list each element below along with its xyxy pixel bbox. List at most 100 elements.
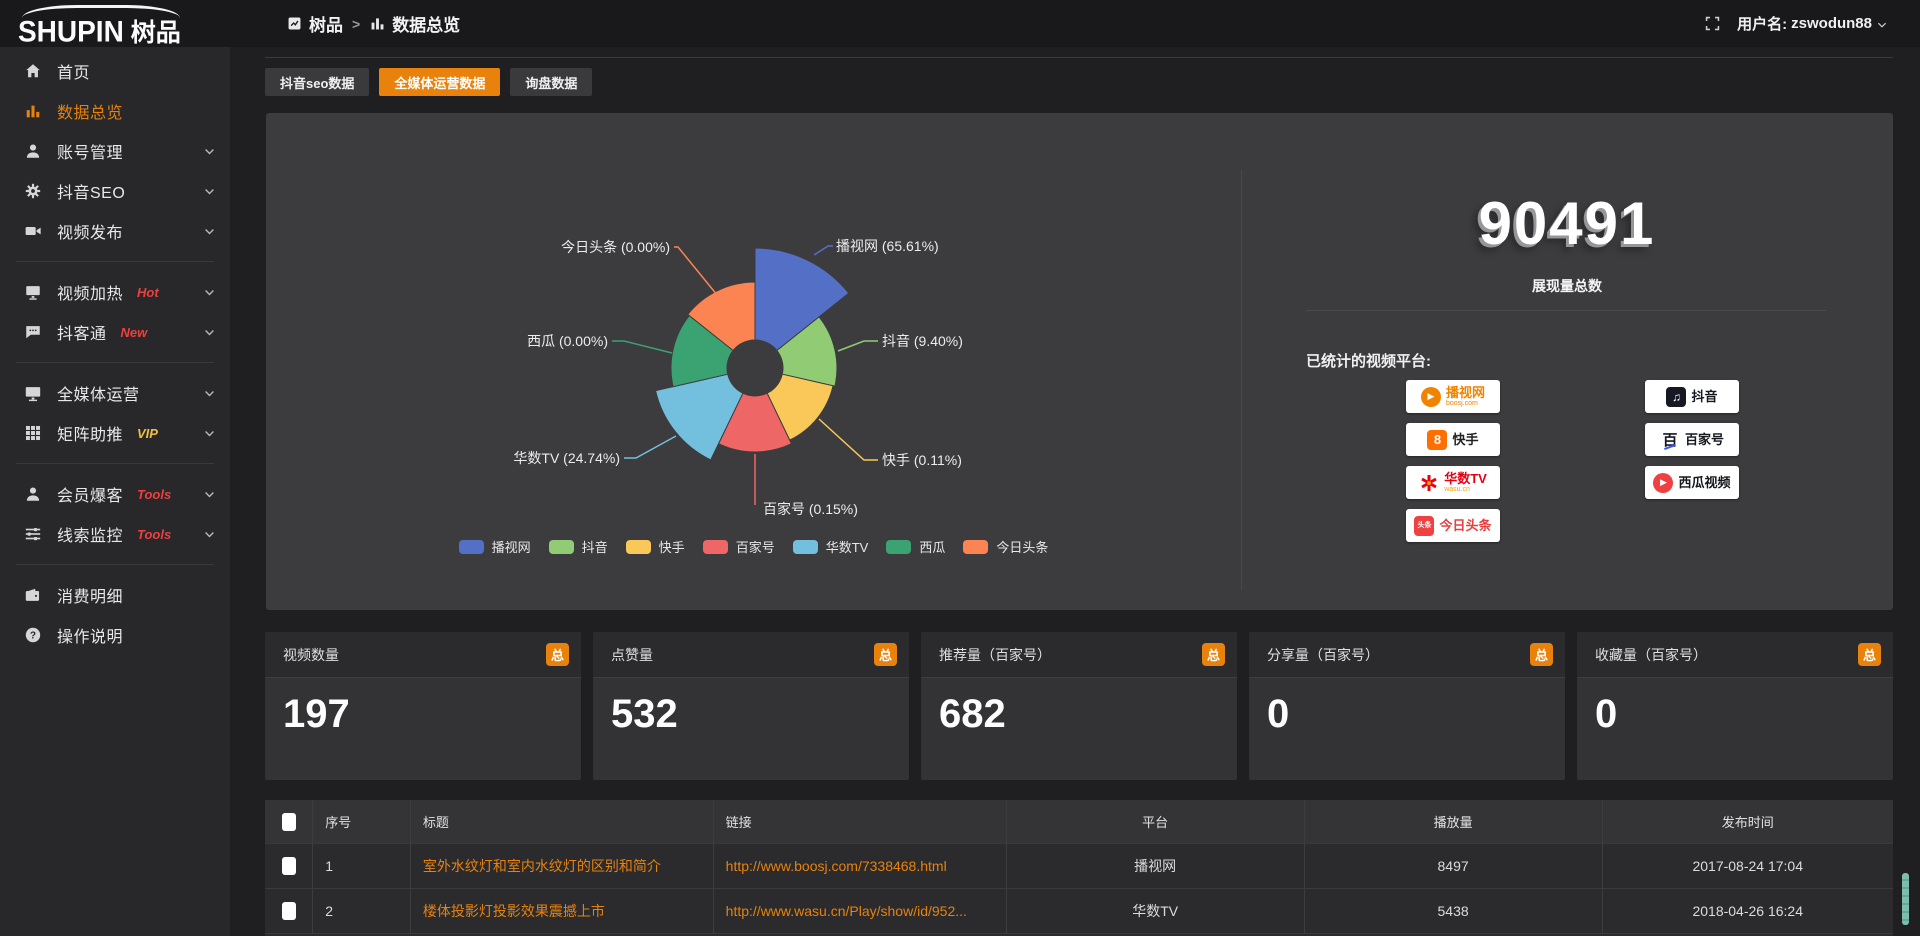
cell-title-link[interactable]: 室外水纹灯和室内水纹灯的区别和简介 bbox=[409, 844, 713, 888]
legend-label: 快手 bbox=[658, 540, 685, 555]
breadcrumb-item-current[interactable]: 数据总览 bbox=[369, 11, 460, 36]
member-icon bbox=[24, 485, 42, 503]
chevron-down-icon bbox=[203, 326, 216, 339]
edge-widget[interactable] bbox=[1902, 873, 1909, 925]
legend-item-今日头条[interactable]: 今日头条 bbox=[963, 537, 1048, 556]
sidebar-item-数据总览[interactable]: 数据总览 bbox=[0, 91, 230, 131]
douyin-logo: ♫ bbox=[1666, 386, 1687, 407]
tab-询盘数据[interactable]: 询盘数据 bbox=[510, 68, 593, 96]
cell-platform: 华数TV bbox=[1005, 889, 1304, 933]
legend-item-西瓜[interactable]: 西瓜 bbox=[886, 537, 945, 556]
sidebar: 首页 数据总览 账号管理 抖音SEO 视频发布 视频加热 Hot bbox=[0, 47, 230, 936]
pie-slice-西瓜[interactable] bbox=[670, 314, 734, 388]
legend-swatch bbox=[792, 539, 818, 554]
breadcrumb-label: 数据总览 bbox=[392, 16, 461, 35]
home-icon bbox=[24, 62, 42, 80]
pie-slice-百家号[interactable] bbox=[717, 392, 793, 453]
sidebar-item-抖音SEO[interactable]: 抖音SEO bbox=[0, 171, 230, 211]
stat-card-分享量（百家号）: 分享量（百家号） 总 0 bbox=[1249, 632, 1565, 780]
row-checkbox[interactable] bbox=[281, 857, 296, 875]
bar-chart-icon bbox=[369, 15, 386, 32]
sidebar-item-label: 线索监控 bbox=[57, 528, 124, 545]
sidebar-item-视频发布[interactable]: 视频发布 bbox=[0, 211, 230, 251]
stat-card-total-badge[interactable]: 总 bbox=[1530, 643, 1553, 666]
col-header-title: 标题 bbox=[409, 800, 713, 843]
stat-card-total-badge[interactable]: 总 bbox=[546, 643, 569, 666]
sidebar-item-label: 视频加热 bbox=[57, 286, 124, 303]
fullscreen-icon[interactable] bbox=[1704, 15, 1721, 32]
pie-label-line bbox=[674, 246, 723, 302]
pie-label-华数TV: 华数TV (24.74%) bbox=[513, 450, 620, 466]
cell-url-link[interactable]: http://www.boosj.com/7338468.html bbox=[712, 844, 1006, 888]
stat-card-点赞量: 点赞量 总 532 bbox=[593, 632, 909, 780]
platform-name: 快手 bbox=[1452, 431, 1479, 447]
table-row-partial bbox=[265, 933, 1893, 936]
stat-card-total-badge[interactable]: 总 bbox=[1202, 643, 1225, 666]
stat-card-total-badge[interactable]: 总 bbox=[1858, 643, 1881, 666]
legend-item-抖音[interactable]: 抖音 bbox=[548, 537, 608, 556]
panel-vertical-divider bbox=[1241, 170, 1242, 590]
sidebar-item-首页[interactable]: 首页 bbox=[0, 51, 230, 91]
pie-label-line bbox=[612, 340, 673, 354]
sidebar-item-label: 操作说明 bbox=[57, 629, 124, 646]
sidebar-item-label: 视频发布 bbox=[57, 225, 124, 242]
total-impressions-label: 展现量总数 bbox=[1532, 278, 1602, 294]
tab-全媒体运营数据[interactable]: 全媒体运营数据 bbox=[379, 68, 501, 96]
sliders-icon bbox=[24, 525, 42, 543]
tab-抖音seo数据[interactable]: 抖音seo数据 bbox=[265, 68, 370, 96]
pie-label-快手: 快手 (0.11%) bbox=[882, 452, 962, 468]
sidebar-item-全媒体运营[interactable]: 全媒体运营 bbox=[0, 373, 230, 413]
legend-item-快手[interactable]: 快手 bbox=[625, 537, 685, 556]
platform-name: 播视网 bbox=[1445, 385, 1485, 400]
sidebar-item-消费明细[interactable]: 消费明细 bbox=[0, 575, 230, 615]
platform-column-1: ▶ 播视网 boosj.com 8 快手 华数TV wasu.cn 头条 今日头… bbox=[1406, 380, 1500, 542]
stat-card-total-badge[interactable]: 总 bbox=[874, 643, 897, 666]
select-all-checkbox[interactable] bbox=[281, 812, 296, 831]
pie-slice-抖音[interactable] bbox=[776, 316, 838, 387]
sidebar-item-操作说明[interactable]: ? 操作说明 bbox=[0, 615, 230, 655]
platform-name: 今日头条 bbox=[1439, 517, 1492, 533]
sidebar-item-账号管理[interactable]: 账号管理 bbox=[0, 131, 230, 171]
legend-label: 抖音 bbox=[581, 540, 608, 555]
user-menu[interactable]: 用户名: zswodun88 bbox=[1737, 13, 1888, 34]
platform-column-2: ♫ 抖音 百 百家号 ▶ 西瓜视频 bbox=[1645, 380, 1739, 499]
cell-title-link[interactable]: 楼体投影灯投影效果震撼上市 bbox=[409, 889, 713, 933]
sidebar-item-label: 抖客通 bbox=[57, 326, 107, 343]
pie-slice-今日头条[interactable] bbox=[687, 281, 756, 352]
legend-label: 西瓜 bbox=[919, 540, 946, 555]
sidebar-item-tag: VIP bbox=[137, 425, 158, 441]
platform-name: 抖音 bbox=[1691, 388, 1718, 404]
chevron-down-icon bbox=[203, 145, 216, 158]
sidebar-item-线索监控[interactable]: 线索监控 Tools bbox=[0, 514, 230, 554]
pie-label-抖音: 抖音 (9.40%) bbox=[882, 333, 963, 349]
breadcrumb-item-home[interactable]: 树品 bbox=[286, 11, 343, 36]
app-logo[interactable]: SHUPIN 树品 bbox=[18, 2, 228, 48]
pie-label-今日头条: 今日头条 (0.00%) bbox=[561, 239, 670, 255]
stat-card-value: 0 bbox=[1267, 692, 1290, 736]
sidebar-item-label: 数据总览 bbox=[57, 105, 124, 122]
cell-url-link[interactable]: http://www.wasu.cn/Play/show/id/952... bbox=[712, 889, 1006, 933]
legend-item-华数TV[interactable]: 华数TV bbox=[792, 537, 868, 556]
sidebar-item-会员爆客[interactable]: 会员爆客 Tools bbox=[0, 474, 230, 514]
pie-slice-播视网[interactable] bbox=[754, 247, 850, 352]
sidebar-item-视频加热[interactable]: 视频加热 Hot bbox=[0, 272, 230, 312]
chart-legend: 播视网 抖音 快手 百家号 华数TV 西瓜 今日头条 bbox=[266, 537, 1241, 556]
sidebar-item-矩阵助推[interactable]: 矩阵助推 VIP bbox=[0, 413, 230, 453]
pie-slice-华数TV[interactable] bbox=[655, 373, 744, 461]
chevron-down-icon bbox=[203, 488, 216, 501]
row-checkbox[interactable] bbox=[281, 902, 296, 920]
platform-badge-百家号: 百 百家号 bbox=[1645, 423, 1739, 456]
cell-published: 2017-08-24 17:04 bbox=[1601, 844, 1893, 888]
sidebar-item-label: 首页 bbox=[57, 65, 91, 82]
pie-slice-快手[interactable] bbox=[766, 373, 834, 441]
sidebar-item-抖客通[interactable]: 抖客通 New bbox=[0, 312, 230, 352]
pie-label-line bbox=[813, 245, 833, 256]
monitor-icon bbox=[24, 384, 42, 402]
cell-index: 1 bbox=[312, 844, 410, 888]
logo-text-en: SHUPIN bbox=[18, 15, 124, 48]
panel-horizontal-divider bbox=[1306, 310, 1826, 311]
stat-card-title: 推荐量（百家号） bbox=[939, 646, 1051, 663]
platform-badge-抖音: ♫ 抖音 bbox=[1645, 380, 1739, 413]
legend-item-百家号[interactable]: 百家号 bbox=[702, 537, 775, 556]
legend-item-播视网[interactable]: 播视网 bbox=[458, 537, 531, 556]
